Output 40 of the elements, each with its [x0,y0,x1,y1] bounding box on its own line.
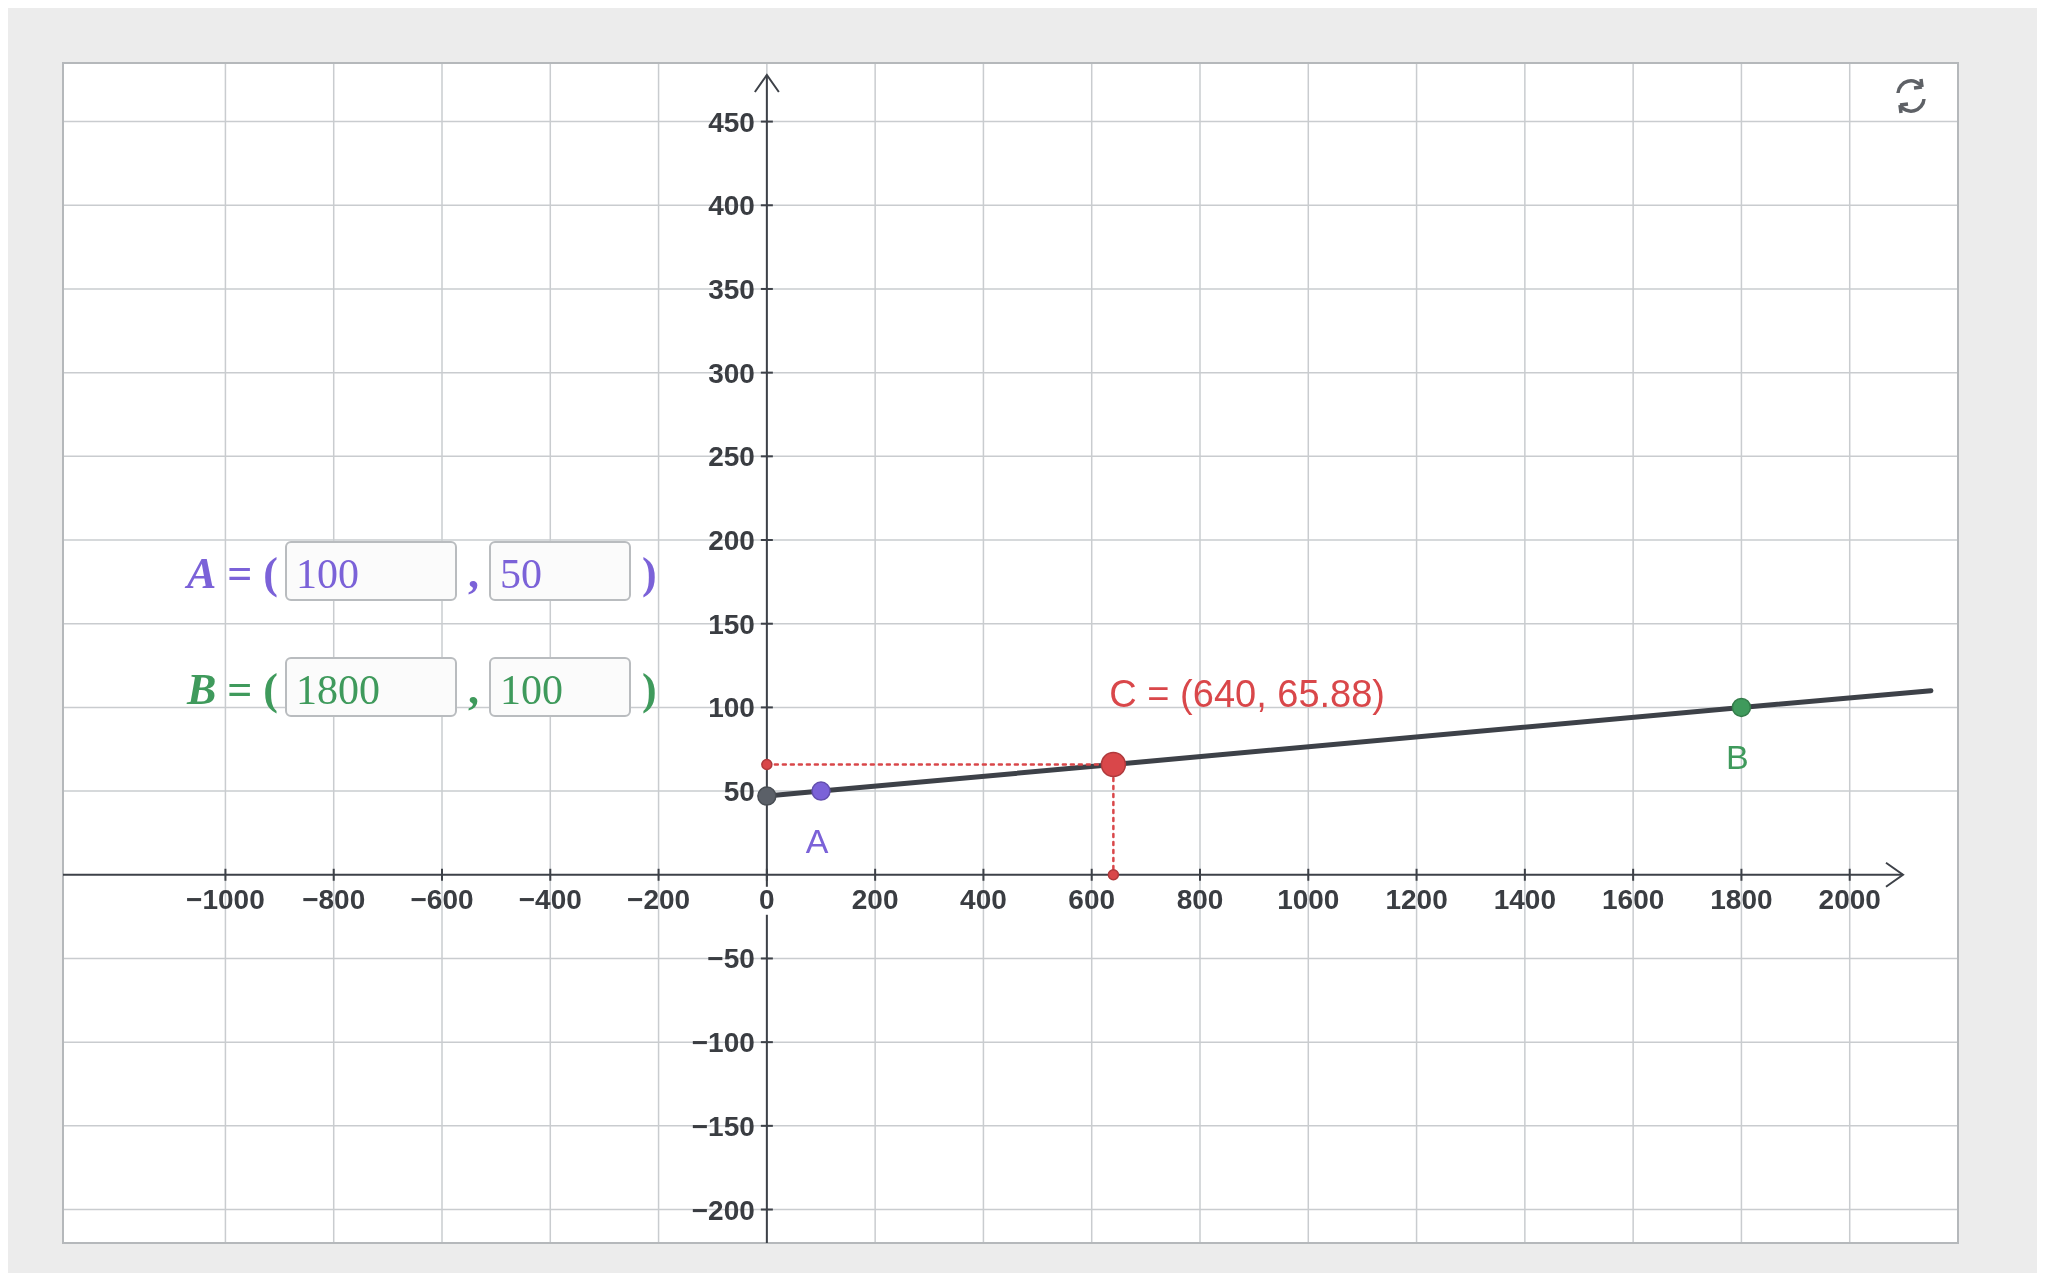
point [1107,869,1120,881]
point [757,786,777,806]
point [1731,697,1752,718]
y-tick-label: 100 [708,692,755,724]
text: A = ( 100 , 50 ) [186,549,657,598]
x-tick-label: 200 [851,883,899,915]
x-tick-label: 1800 [1710,883,1773,915]
x-tick-label: 1600 [1601,883,1665,915]
x-tick-label: 1000 [1277,883,1340,915]
y-tick-label: 300 [708,357,755,389]
y-tick-label: −50 [707,943,755,975]
point [761,758,773,771]
annotation: C = (640, 65.88) [1109,672,1386,715]
text: B = ( 1800 , 100 ) [186,665,657,714]
x-tick-label: 800 [1176,883,1224,915]
point [1100,751,1127,778]
y-tick-label: 200 [708,525,755,557]
y-tick-label: 450 [708,106,755,138]
series-label: B [1726,738,1749,777]
x-tick-label: −800 [302,883,366,915]
y-tick-label: 150 [708,608,755,640]
x-tick-label: 2000 [1818,883,1881,915]
x-tick-label: 1200 [1385,883,1448,915]
y-tick-label: 350 [708,273,755,305]
x-tick-label: 400 [960,883,1007,915]
point [811,781,831,801]
x-tick-label: −400 [518,883,582,915]
x-tick-label: 1400 [1493,883,1557,915]
y-tick-label: −100 [691,1027,755,1059]
y-tick-label: −150 [691,1110,755,1142]
series-label: A [805,822,829,861]
y-tick-label: 250 [708,441,755,473]
x-tick-label: 600 [1068,883,1116,915]
x-tick-label: −600 [410,883,474,915]
x-tick-label: −1000 [186,883,265,915]
y-tick-label: 50 [723,776,755,808]
x-tick-label: −200 [627,883,691,915]
y-tick-label: −200 [691,1194,755,1226]
y-tick-label: 400 [708,190,755,222]
x-tick-label: 0 [759,883,775,915]
